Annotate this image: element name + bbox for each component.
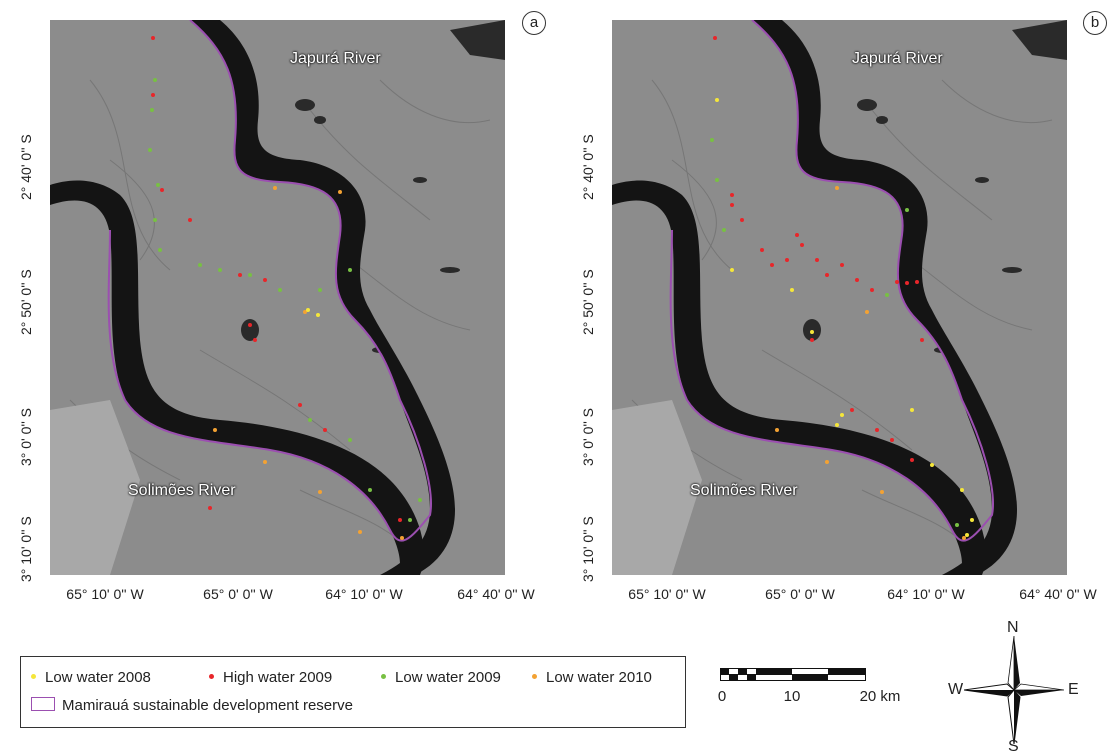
scale-bar	[720, 668, 866, 681]
japura-river-b	[752, 20, 1017, 575]
x-tick-b-4: 64° 40' 0'' W	[1019, 586, 1097, 602]
scale-label-20: 20 km	[859, 688, 901, 705]
x-tick-b-3: 64° 10' 0'' W	[887, 586, 965, 602]
y-tick-a-3: 3° 0' 0'' S	[18, 408, 34, 466]
y-tick-a-1: 2° 40' 0'' S	[18, 134, 34, 200]
legend-dot-red	[209, 673, 214, 679]
compass-east-label: E	[1068, 681, 1079, 698]
observation-points-a	[148, 36, 422, 540]
compass-north-label: N	[1007, 619, 1019, 636]
map-legend: Low water 2008 High water 2009 Low water…	[20, 656, 686, 728]
solimoes-river-label-a: Solimões River	[128, 482, 236, 499]
y-tick-b-2: 2° 50' 0'' S	[580, 269, 596, 335]
y-tick-a-4: 3° 10' 0'' S	[18, 516, 34, 582]
solimoes-river-b	[612, 180, 986, 575]
y-tick-a-2: 2° 50' 0'' S	[18, 269, 34, 335]
reserve-boundary-b	[669, 20, 994, 542]
scale-label-0: 0	[717, 688, 727, 705]
compass-south-label: S	[1008, 738, 1019, 755]
legend-reserve-swatch	[31, 697, 55, 712]
map-b-svg	[612, 20, 1067, 575]
compass-west-label: W	[948, 681, 964, 698]
x-tick-a-4: 64° 40' 0'' W	[457, 586, 535, 602]
legend-item-low-water-2009: Low water 2009	[381, 669, 501, 686]
japura-river-label-a: Japurá River	[290, 50, 381, 67]
scale-label-10: 10	[783, 688, 801, 705]
y-tick-b-4: 3° 10' 0'' S	[580, 516, 596, 582]
panel-label-b: b	[1083, 11, 1107, 35]
legend-item-high-water-2009: High water 2009	[209, 669, 332, 686]
observation-points-b	[710, 36, 974, 540]
map-panel-b[interactable]: Japurá River Solimões River	[612, 20, 1067, 575]
legend-item-reserve: Mamirauá sustainable development reserve	[31, 697, 353, 714]
japura-river-a	[190, 20, 455, 575]
legend-item-low-water-2010: Low water 2010	[532, 669, 652, 686]
panel-label-a: a	[522, 11, 546, 35]
north-arrow-icon	[964, 636, 1064, 744]
reserve-boundary-a	[107, 20, 432, 542]
x-tick-b-1: 65° 10' 0'' W	[628, 586, 706, 602]
solimoes-river-a	[50, 180, 424, 575]
y-tick-b-1: 2° 40' 0'' S	[580, 134, 596, 200]
legend-dot-green	[381, 673, 386, 679]
x-tick-a-2: 65° 0' 0'' W	[203, 586, 273, 602]
y-tick-b-3: 3° 0' 0'' S	[580, 408, 596, 466]
x-tick-a-1: 65° 10' 0'' W	[66, 586, 144, 602]
legend-dot-yellow	[31, 673, 36, 679]
legend-dot-orange	[532, 673, 537, 679]
x-tick-b-2: 65° 0' 0'' W	[765, 586, 835, 602]
legend-item-low-water-2008: Low water 2008	[31, 669, 151, 686]
map-a-svg	[50, 20, 505, 575]
japura-river-label-b: Japurá River	[852, 50, 943, 67]
map-panel-a[interactable]: Japurá River Solimões River	[50, 20, 505, 575]
solimoes-river-label-b: Solimões River	[690, 482, 798, 499]
x-tick-a-3: 64° 10' 0'' W	[325, 586, 403, 602]
